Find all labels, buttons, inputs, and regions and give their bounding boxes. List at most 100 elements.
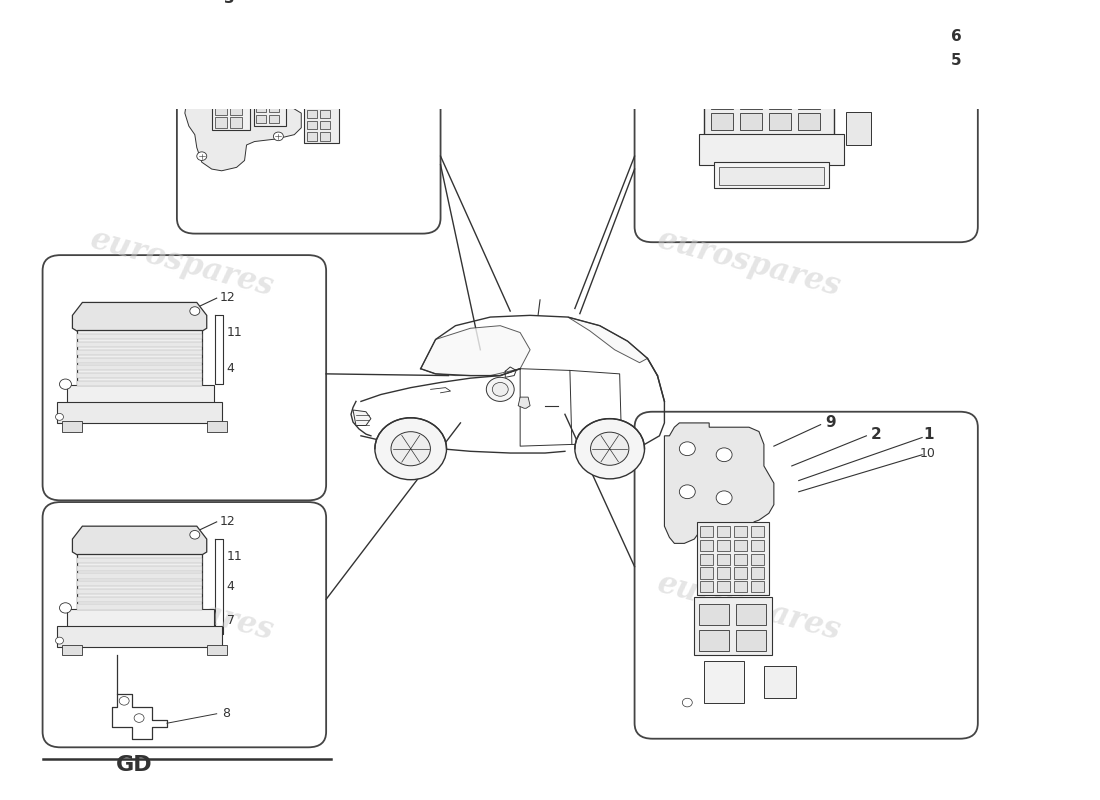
Bar — [77, 605, 201, 610]
Bar — [700, 630, 729, 651]
Circle shape — [575, 418, 645, 479]
Bar — [63, 645, 82, 655]
Text: 12: 12 — [220, 290, 235, 304]
Bar — [736, 605, 766, 625]
Bar — [320, 121, 330, 130]
Bar — [77, 350, 201, 355]
Bar — [63, 421, 82, 431]
Bar — [67, 609, 213, 630]
Bar — [751, 540, 763, 551]
Text: eurospares: eurospares — [653, 224, 844, 303]
Circle shape — [59, 379, 72, 390]
Bar — [57, 402, 222, 423]
Circle shape — [274, 132, 284, 141]
Bar — [214, 105, 227, 115]
Bar — [717, 554, 730, 565]
Bar — [847, 112, 871, 145]
Bar — [230, 118, 242, 128]
Bar — [697, 522, 769, 595]
Bar — [307, 132, 317, 141]
Bar — [714, 162, 828, 188]
Bar — [769, 92, 791, 109]
Bar — [712, 92, 733, 109]
Bar — [320, 110, 330, 118]
Circle shape — [134, 714, 144, 722]
Bar — [751, 554, 763, 565]
Circle shape — [390, 432, 430, 466]
Bar — [751, 526, 763, 538]
Text: 5: 5 — [952, 53, 961, 68]
Bar — [256, 104, 266, 112]
Bar — [77, 373, 201, 378]
Text: 4: 4 — [227, 580, 234, 593]
Polygon shape — [568, 317, 648, 362]
Bar — [77, 381, 201, 386]
Bar — [230, 92, 242, 102]
Bar — [717, 540, 730, 551]
Bar — [798, 92, 820, 109]
Bar — [700, 134, 844, 165]
Text: eurospares: eurospares — [87, 569, 277, 647]
Circle shape — [55, 637, 64, 644]
Polygon shape — [518, 397, 530, 408]
Bar — [77, 358, 201, 362]
Bar — [254, 87, 286, 126]
Circle shape — [486, 378, 514, 402]
Circle shape — [194, 74, 204, 83]
Text: 8: 8 — [222, 707, 230, 720]
Bar — [67, 385, 213, 406]
Bar — [305, 102, 339, 143]
Bar — [214, 92, 227, 102]
Bar — [704, 662, 744, 702]
Bar — [77, 574, 201, 578]
Bar — [77, 566, 201, 571]
Bar — [751, 582, 763, 593]
Polygon shape — [185, 66, 301, 170]
Bar — [717, 582, 730, 593]
Text: 3: 3 — [224, 0, 235, 6]
Bar — [270, 104, 279, 112]
Circle shape — [680, 442, 695, 456]
Bar — [307, 121, 317, 130]
Bar — [77, 597, 201, 602]
Circle shape — [493, 382, 508, 396]
Polygon shape — [73, 526, 207, 558]
Circle shape — [375, 418, 447, 480]
Bar — [256, 93, 266, 101]
Bar — [701, 526, 713, 538]
Bar — [77, 334, 201, 339]
Circle shape — [55, 414, 64, 420]
Polygon shape — [73, 302, 207, 334]
Bar — [701, 554, 713, 565]
Bar — [57, 626, 222, 646]
Bar — [734, 526, 747, 538]
Bar — [307, 110, 317, 118]
Text: 2: 2 — [871, 426, 882, 442]
Bar — [77, 582, 201, 586]
Bar — [740, 92, 762, 109]
Text: 1: 1 — [923, 426, 933, 442]
Circle shape — [190, 530, 200, 539]
Text: 10: 10 — [920, 446, 936, 459]
Bar — [77, 558, 201, 563]
Text: 7: 7 — [227, 614, 234, 627]
Circle shape — [197, 152, 207, 161]
Bar — [717, 567, 730, 578]
Circle shape — [190, 306, 200, 315]
Text: 6: 6 — [952, 29, 961, 44]
Bar — [694, 597, 772, 655]
Bar — [77, 342, 201, 347]
Bar — [701, 540, 713, 551]
Circle shape — [591, 432, 629, 466]
Bar — [734, 582, 747, 593]
Bar — [763, 666, 795, 698]
Bar — [701, 567, 713, 578]
Bar — [214, 118, 227, 128]
Polygon shape — [664, 423, 774, 550]
Text: 12: 12 — [220, 514, 235, 527]
Bar — [734, 554, 747, 565]
Bar — [734, 540, 747, 551]
Text: eurospares: eurospares — [87, 224, 277, 303]
Bar — [77, 366, 201, 370]
Circle shape — [716, 491, 733, 505]
